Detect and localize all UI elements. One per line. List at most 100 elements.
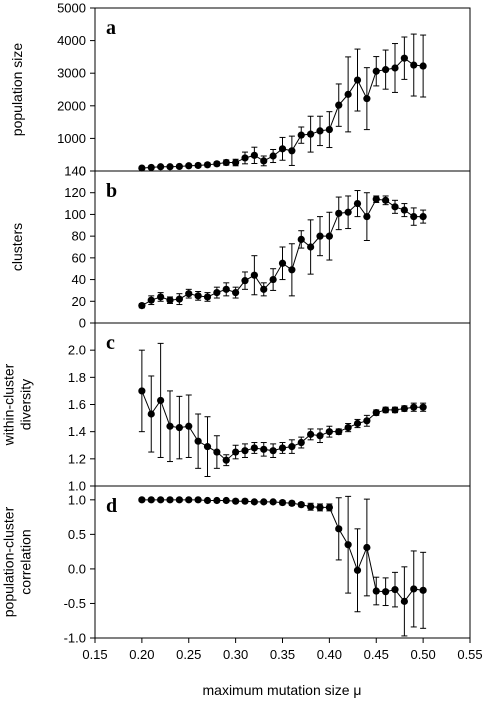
data-point [194,161,202,170]
y-tick-label: 2.0 [68,343,86,358]
data-point [325,428,333,436]
panel-a: 0 1000 2000 3000 4000 5000 population size a [9,1,471,179]
y-tick-label: 2000 [57,98,86,113]
data-point [353,566,362,574]
data-point [316,432,324,440]
panel-c: 1.0 1.2 1.4 1.6 1.8 2.0 within-cluster diversit… [1,322,471,494]
data-point [175,496,183,504]
data-point [166,422,174,430]
data-point [278,498,287,507]
data-point [213,496,221,505]
data-point [325,125,333,134]
data-point [344,423,352,432]
data-point [269,498,277,506]
data-point [194,292,202,300]
data-point [269,447,277,455]
data-point [288,443,296,451]
data-point [419,213,427,221]
data-point [344,208,352,216]
panel-d: -1.0 -0.5 0.0 0.5 1.0 population-cluster corre… [1,485,471,646]
data-point [232,289,240,297]
data-point [316,127,324,135]
data-point [307,243,315,251]
data-point [297,235,305,243]
data-point [410,403,418,411]
data-point [344,90,352,98]
data-point [410,585,418,593]
data-point [372,195,380,203]
data-point [382,66,390,74]
data-point [194,496,202,504]
data-point [213,289,221,297]
data-point [297,131,305,139]
data-point [410,61,418,69]
y-tick-label: 1.8 [68,370,86,385]
x-tick-label: 0.50 [410,647,435,662]
data-point [250,444,258,452]
data-point [194,437,202,445]
data-point [147,296,155,304]
data-point [147,410,155,418]
data-point [138,302,146,310]
data-point [175,295,183,303]
data-point [147,163,155,172]
data-point [269,275,277,284]
data-point [288,499,296,507]
data-point [203,443,212,451]
data-point [400,206,408,214]
y-tick-label: 0 [79,316,86,331]
data-point [335,209,343,217]
data-point [260,498,268,506]
y-tick-label: -1.0 [64,631,86,646]
data-point [175,162,183,171]
panel-letter: c [106,332,115,354]
data-point [335,428,343,436]
y-tick-label: 5000 [57,1,86,16]
data-point [185,290,193,298]
data-point [288,266,296,274]
data-point [260,157,268,165]
data-point [203,161,212,169]
y-axis-title: diversity [18,379,34,430]
data-point [353,419,362,428]
y-tick-label: 4000 [57,33,86,48]
data-point [241,497,249,505]
data-point [278,145,287,153]
data-point [222,285,230,293]
y-tick-label: 100 [64,207,86,222]
series-line [141,499,424,603]
y-tick-label: 20 [72,294,86,309]
data-point [419,586,427,594]
data-point [241,447,249,455]
data-point [400,54,408,62]
x-tick-label: 0.20 [129,647,154,662]
y-tick-label: 0.0 [68,561,86,576]
y-tick-label: 120 [64,185,86,200]
data-point [203,496,212,505]
data-point [157,293,165,301]
y-axis-title: population-cluster [1,506,17,617]
data-point [241,277,249,285]
y-tick-label: 0.5 [68,527,86,542]
data-point [185,496,193,504]
data-point [232,497,240,505]
data-point [391,586,399,594]
x-tick-label: 0.55 [457,647,482,662]
y-tick-label: 1000 [57,131,86,146]
data-point [372,67,380,75]
data-point [157,496,165,504]
y-axis-title: population size [9,43,25,137]
data-point [166,496,174,504]
data-point [185,422,193,430]
data-point [278,259,287,267]
data-point [410,213,418,221]
data-point [400,597,408,605]
data-point [222,456,230,464]
data-point [344,541,352,549]
data-point [175,423,183,432]
y-tick-label: 1.6 [68,397,86,412]
y-tick-label: 40 [72,272,86,287]
data-point [232,158,240,167]
data-point [400,404,408,413]
